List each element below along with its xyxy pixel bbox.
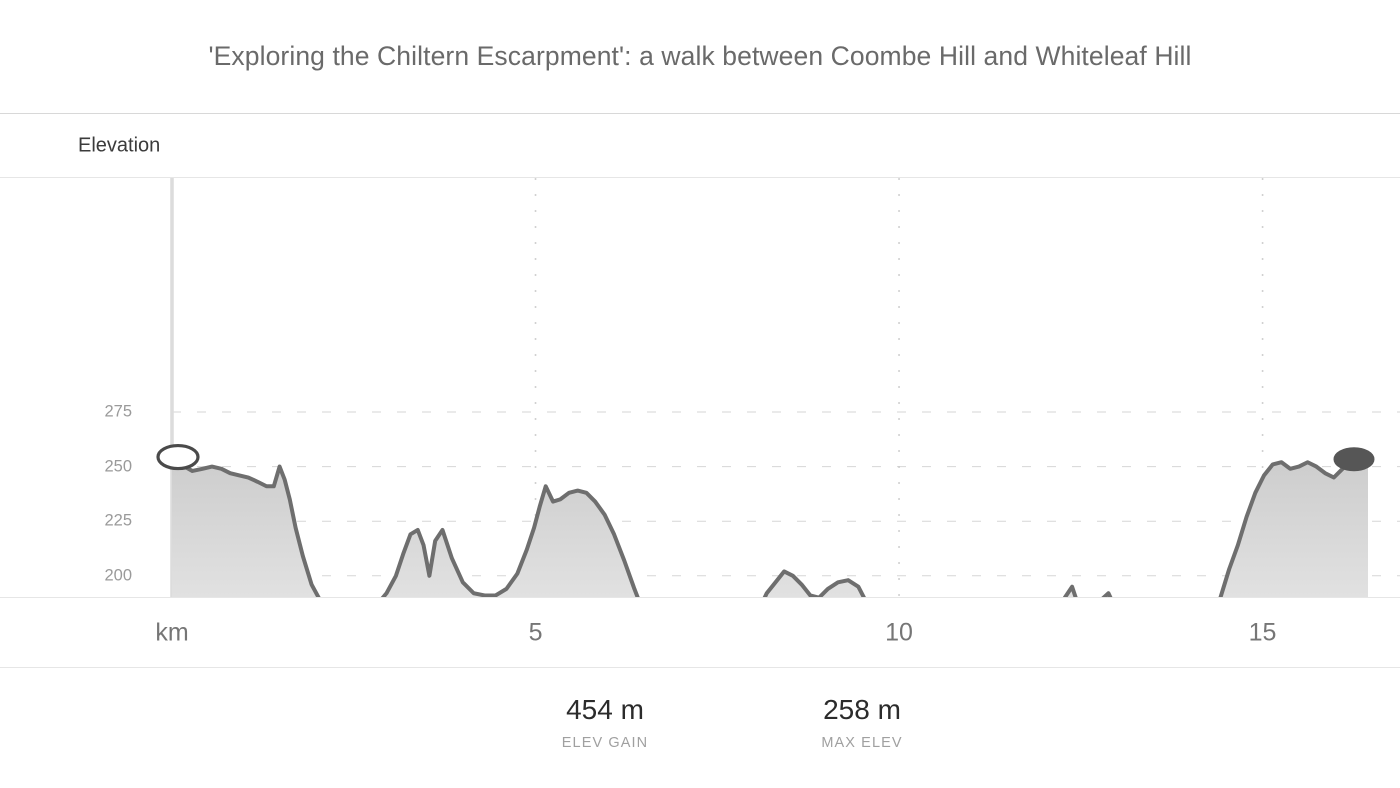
- stat-label: ELEV GAIN: [561, 735, 649, 752]
- stat-max-elev: 258 m MAX ELEV: [821, 694, 902, 751]
- stat-label: MAX ELEV: [821, 735, 903, 752]
- y-axis-tick-225: 225: [104, 511, 132, 530]
- page-title: 'Exploring the Chiltern Escarpment': a w…: [208, 41, 1192, 71]
- stat-value: 454 m: [566, 694, 644, 725]
- stat-elev-gain: 454 m ELEV GAIN: [562, 694, 648, 751]
- elevation-area-chart[interactable]: [0, 178, 1400, 597]
- start-point-marker: [156, 443, 200, 471]
- page-title-bar: 'Exploring the Chiltern Escarpment': a w…: [0, 0, 1400, 113]
- chart-stats-row: 454 m ELEV GAIN 258 m MAX ELEV: [0, 668, 1400, 788]
- x-axis-tick-15: 15: [1248, 618, 1277, 646]
- end-point-marker: [1333, 447, 1375, 472]
- horizontal-gridlines: [172, 411, 1400, 577]
- chart-panel-header: Elevation: [0, 113, 1400, 178]
- elevation-line: [170, 458, 1370, 597]
- stat-value: 258 m: [823, 694, 901, 725]
- x-axis-tick-labels: km 5 10 15: [0, 597, 1400, 668]
- x-axis-tick-unit: km: [155, 618, 189, 646]
- y-axis-tick-275: 275: [104, 402, 132, 421]
- elevation-chart-plot[interactable]: 275250225200175150: [0, 178, 1400, 597]
- y-axis-tick-labels: 275250225200175150: [0, 178, 150, 597]
- elevation-area-fill: [172, 460, 1368, 597]
- x-axis-tick-5: 5: [528, 618, 543, 646]
- y-axis-tick-250: 250: [104, 457, 132, 476]
- vertical-gridlines: [534, 178, 1264, 597]
- y-axis-tick-200: 200: [104, 566, 132, 585]
- chart-panel-title: Elevation: [78, 134, 161, 156]
- x-axis-tick-10: 10: [885, 618, 913, 646]
